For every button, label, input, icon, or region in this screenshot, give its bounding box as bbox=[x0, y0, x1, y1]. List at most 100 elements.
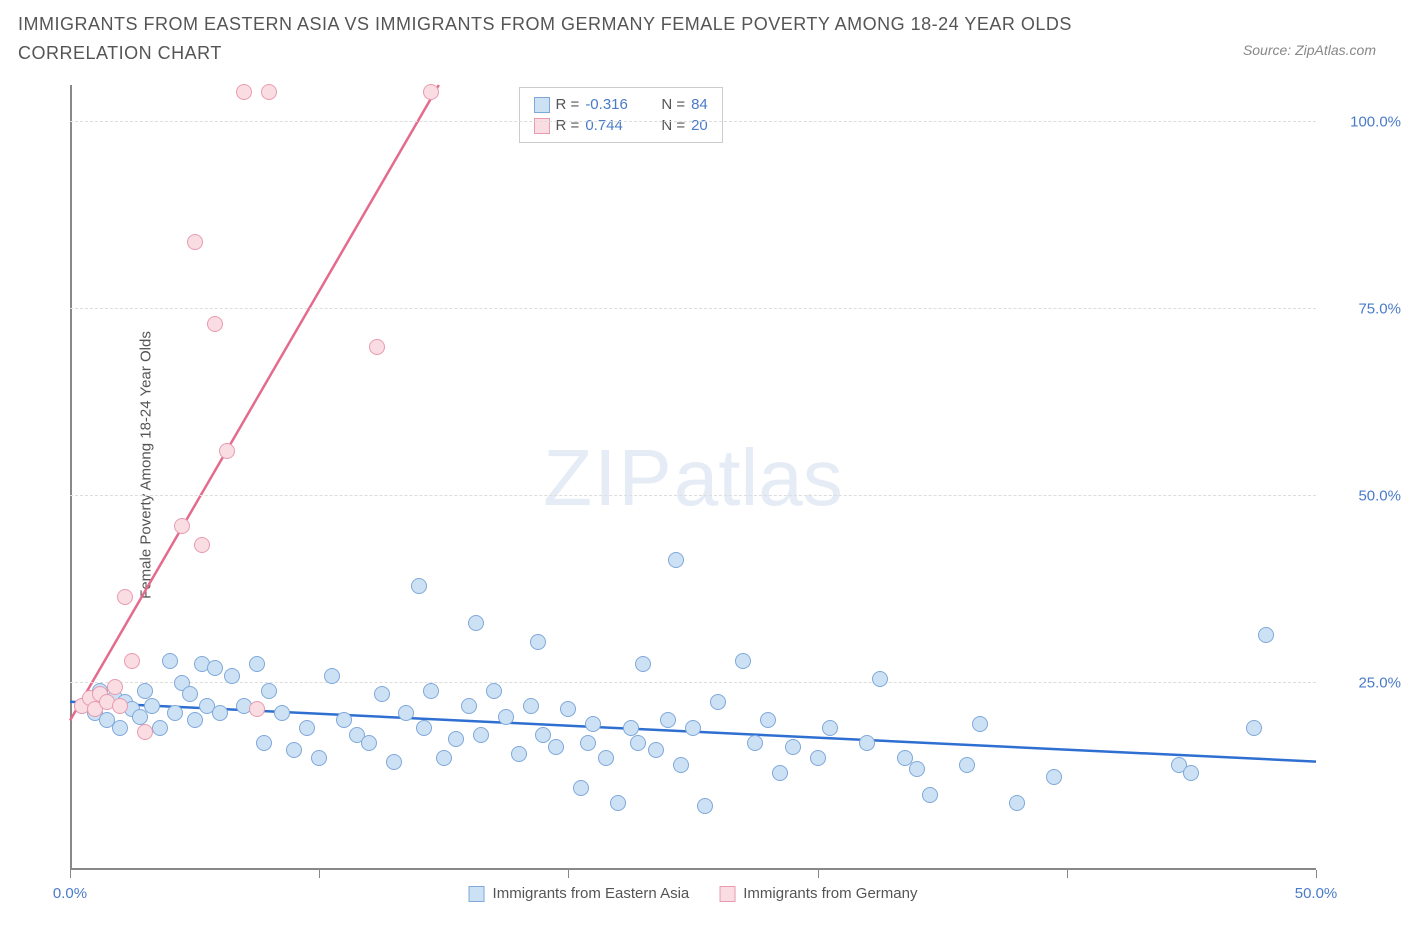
scatter-point bbox=[423, 683, 439, 699]
scatter-point bbox=[772, 765, 788, 781]
x-tick bbox=[568, 870, 569, 878]
scatter-point bbox=[461, 698, 477, 714]
scatter-point bbox=[660, 712, 676, 728]
scatter-point bbox=[1009, 795, 1025, 811]
x-tick bbox=[70, 870, 71, 878]
scatter-point bbox=[685, 720, 701, 736]
legend-swatch bbox=[469, 886, 485, 902]
r-value: -0.316 bbox=[585, 96, 645, 113]
scatter-point bbox=[560, 701, 576, 717]
scatter-point bbox=[256, 735, 272, 751]
scatter-point bbox=[182, 686, 198, 702]
scatter-point bbox=[124, 653, 140, 669]
scatter-point bbox=[859, 735, 875, 751]
n-label: N = bbox=[661, 117, 685, 134]
legend-item: Immigrants from Germany bbox=[719, 885, 917, 902]
scatter-point bbox=[274, 705, 290, 721]
x-tick-label: 50.0% bbox=[1295, 885, 1338, 902]
scatter-point bbox=[673, 757, 689, 773]
grid-line bbox=[70, 682, 1316, 683]
r-label: R = bbox=[556, 96, 580, 113]
scatter-point bbox=[972, 716, 988, 732]
scatter-point bbox=[498, 709, 514, 725]
scatter-point bbox=[311, 750, 327, 766]
scatter-point bbox=[648, 742, 664, 758]
x-tick bbox=[1316, 870, 1317, 878]
scatter-point bbox=[423, 84, 439, 100]
scatter-point bbox=[1046, 769, 1062, 785]
scatter-point bbox=[523, 698, 539, 714]
scatter-point bbox=[212, 705, 228, 721]
chart-plot-area: ZIPatlas R = -0.316N = 84R = 0.744N = 20… bbox=[70, 85, 1316, 870]
scatter-point bbox=[623, 720, 639, 736]
scatter-point bbox=[1183, 765, 1199, 781]
scatter-point bbox=[909, 761, 925, 777]
scatter-point bbox=[668, 552, 684, 568]
scatter-point bbox=[112, 720, 128, 736]
stats-legend-box: R = -0.316N = 84R = 0.744N = 20 bbox=[519, 87, 723, 143]
scatter-point bbox=[585, 716, 601, 732]
scatter-point bbox=[922, 787, 938, 803]
scatter-point bbox=[336, 712, 352, 728]
scatter-point bbox=[162, 653, 178, 669]
scatter-point bbox=[286, 742, 302, 758]
scatter-point bbox=[219, 443, 235, 459]
legend-swatch bbox=[534, 97, 550, 113]
scatter-point bbox=[249, 701, 265, 717]
scatter-point bbox=[132, 709, 148, 725]
scatter-point bbox=[760, 712, 776, 728]
scatter-point bbox=[573, 780, 589, 796]
scatter-point bbox=[261, 683, 277, 699]
scatter-point bbox=[374, 686, 390, 702]
scatter-point bbox=[436, 750, 452, 766]
y-tick-label: 75.0% bbox=[1358, 301, 1401, 318]
scatter-point bbox=[194, 537, 210, 553]
scatter-point bbox=[1246, 720, 1262, 736]
scatter-point bbox=[324, 668, 340, 684]
scatter-point bbox=[117, 589, 133, 605]
trend-line bbox=[70, 85, 439, 720]
scatter-point bbox=[448, 731, 464, 747]
scatter-point bbox=[386, 754, 402, 770]
scatter-point bbox=[361, 735, 377, 751]
source-attribution: Source: ZipAtlas.com bbox=[1243, 42, 1376, 58]
scatter-point bbox=[398, 705, 414, 721]
scatter-point bbox=[299, 720, 315, 736]
scatter-point bbox=[369, 339, 385, 355]
scatter-point bbox=[416, 720, 432, 736]
scatter-point bbox=[224, 668, 240, 684]
scatter-point bbox=[735, 653, 751, 669]
scatter-point bbox=[187, 712, 203, 728]
y-tick-label: 25.0% bbox=[1358, 675, 1401, 692]
scatter-point bbox=[548, 739, 564, 755]
scatter-point bbox=[137, 724, 153, 740]
r-value: 0.744 bbox=[585, 117, 645, 134]
scatter-point bbox=[530, 634, 546, 650]
scatter-point bbox=[598, 750, 614, 766]
r-label: R = bbox=[556, 117, 580, 134]
x-tick bbox=[1067, 870, 1068, 878]
x-tick bbox=[319, 870, 320, 878]
scatter-point bbox=[710, 694, 726, 710]
legend-item: Immigrants from Eastern Asia bbox=[469, 885, 690, 902]
scatter-point bbox=[249, 656, 265, 672]
scatter-point bbox=[697, 798, 713, 814]
scatter-point bbox=[610, 795, 626, 811]
scatter-point bbox=[207, 316, 223, 332]
scatter-point bbox=[580, 735, 596, 751]
scatter-point bbox=[468, 615, 484, 631]
scatter-point bbox=[207, 660, 223, 676]
x-tick bbox=[818, 870, 819, 878]
chart-title: IMMIGRANTS FROM EASTERN ASIA VS IMMIGRAN… bbox=[18, 10, 1186, 68]
stats-legend-row: R = -0.316N = 84 bbox=[534, 94, 708, 115]
stats-legend-row: R = 0.744N = 20 bbox=[534, 115, 708, 136]
series-legend: Immigrants from Eastern Asia Immigrants f… bbox=[469, 885, 918, 902]
scatter-point bbox=[137, 683, 153, 699]
scatter-point bbox=[473, 727, 489, 743]
x-tick-label: 0.0% bbox=[53, 885, 87, 902]
scatter-point bbox=[261, 84, 277, 100]
legend-label: Immigrants from Eastern Asia bbox=[493, 885, 690, 902]
grid-line bbox=[70, 308, 1316, 309]
trend-lines-svg bbox=[70, 85, 1316, 870]
n-value: 84 bbox=[691, 96, 708, 113]
